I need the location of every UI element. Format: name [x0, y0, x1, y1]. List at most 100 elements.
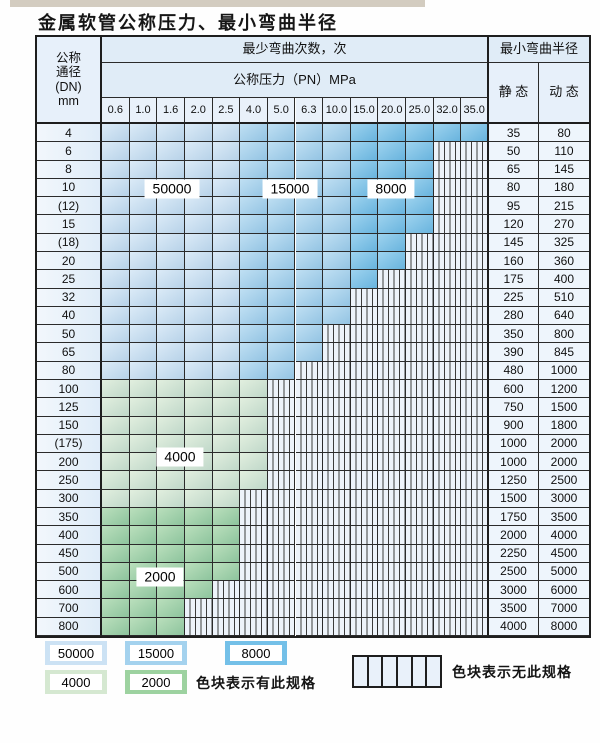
spec-available-cell [350, 215, 379, 234]
spec-available-cell [212, 434, 241, 454]
row-label-cell: 700 [37, 599, 102, 618]
spec-available-cell [129, 252, 158, 271]
spec-unavailable-cell [267, 489, 296, 508]
spec-available-cell [406, 160, 434, 179]
spec-unavailable-cell [295, 562, 324, 582]
dynamic-radius-value: 325 [539, 233, 589, 252]
spec-available-cell [240, 124, 268, 143]
spec-available-cell [129, 489, 158, 508]
spec-unavailable-cell [323, 471, 351, 490]
static-radius-value: 480 [489, 361, 539, 380]
spec-available-cell [102, 361, 130, 380]
dynamic-radius-value: 8000 [539, 617, 589, 636]
spec-available-cell [157, 380, 185, 399]
spec-unavailable-cell [433, 160, 462, 179]
cycle-count-label: 50000 [144, 179, 200, 199]
spec-unavailable-cell [406, 380, 434, 399]
spec-unavailable-cell [461, 270, 489, 289]
spec-available-cell [212, 306, 241, 326]
static-radius-value: 175 [489, 270, 539, 289]
spec-available-cell [129, 233, 158, 252]
static-radius-value: 2500 [489, 562, 539, 582]
spec-available-cell [295, 325, 324, 344]
spec-available-cell [157, 325, 185, 344]
spec-unavailable-cell [350, 581, 379, 600]
spec-available-cell [267, 197, 296, 216]
spec-available-cell [157, 215, 185, 234]
spec-unavailable-cell [323, 617, 351, 636]
spec-unavailable-cell [461, 544, 489, 563]
spec-unavailable-cell [406, 453, 434, 472]
spec-unavailable-cell [350, 398, 379, 417]
spec-unavailable-cell [350, 306, 379, 326]
spec-unavailable-cell [461, 489, 489, 508]
spec-available-cell [240, 453, 268, 472]
dynamic-radius-value: 6000 [539, 581, 589, 600]
spec-unavailable-cell [406, 489, 434, 508]
spec-unavailable-cell [323, 361, 351, 380]
header-dn-line: 通径 [55, 65, 81, 80]
dynamic-radius-value: 110 [539, 142, 589, 161]
spec-available-cell [212, 252, 241, 271]
spec-available-cell [240, 197, 268, 216]
row-label-cell: 8 [37, 160, 102, 179]
spec-unavailable-cell [267, 562, 296, 582]
spec-unavailable-cell [350, 416, 379, 435]
spec-available-cell [129, 142, 158, 161]
spec-available-cell [129, 306, 158, 326]
static-radius-value: 145 [489, 233, 539, 252]
spec-unavailable-cell [350, 617, 379, 636]
spec-available-cell [102, 581, 130, 600]
spec-unavailable-cell [461, 416, 489, 435]
spec-unavailable-cell [323, 581, 351, 600]
static-radius-value: 65 [489, 160, 539, 179]
cycle-count-label: 2000 [136, 567, 184, 587]
legend-swatch: 50000 [45, 641, 107, 665]
spec-available-cell [129, 215, 158, 234]
spec-unavailable-cell [461, 562, 489, 582]
legend-swatch-label: 4000 [50, 674, 102, 690]
spec-unavailable-cell [433, 508, 462, 527]
spec-available-cell [295, 270, 324, 289]
cycle-count-label: 4000 [156, 447, 204, 467]
spec-available-cell [212, 562, 241, 582]
spec-unavailable-cell [461, 471, 489, 490]
spec-available-cell [184, 124, 213, 143]
spec-available-cell [212, 197, 241, 216]
spec-available-cell [212, 544, 241, 563]
spec-unavailable-cell [406, 325, 434, 344]
spec-available-cell [323, 233, 351, 252]
spec-unavailable-cell [433, 453, 462, 472]
spec-unavailable-cell [267, 416, 296, 435]
row-label-cell: 600 [37, 581, 102, 600]
legend-swatch-label: 2000 [130, 674, 182, 690]
legend-swatch-label: 50000 [50, 645, 102, 661]
spec-available-cell [129, 434, 158, 454]
spec-unavailable-cell [378, 325, 407, 344]
spec-unavailable-cell [323, 380, 351, 399]
spec-available-cell [184, 270, 213, 289]
spec-available-cell [267, 325, 296, 344]
dynamic-radius-value: 2500 [539, 471, 589, 490]
spec-available-cell [433, 124, 462, 143]
spec-available-cell [350, 197, 379, 216]
row-label-cell: 300 [37, 489, 102, 508]
spec-available-cell [212, 178, 241, 198]
spec-available-cell [461, 124, 489, 143]
spec-unavailable-cell [350, 343, 379, 362]
row-label-cell: 4 [37, 124, 102, 143]
spec-unavailable-cell [461, 398, 489, 417]
spec-available-cell [129, 544, 158, 563]
static-radius-value: 1250 [489, 471, 539, 490]
spec-unavailable-cell [350, 599, 379, 618]
spec-unavailable-cell [433, 361, 462, 380]
spec-unavailable-cell [433, 288, 462, 307]
cycle-count-label: 15000 [262, 179, 318, 199]
spec-unavailable-cell [461, 380, 489, 399]
spec-available-cell [378, 233, 407, 252]
spec-available-cell [184, 160, 213, 179]
spec-available-cell [240, 160, 268, 179]
static-radius-value: 1000 [489, 434, 539, 454]
spec-unavailable-cell [461, 160, 489, 179]
static-radius-value: 900 [489, 416, 539, 435]
